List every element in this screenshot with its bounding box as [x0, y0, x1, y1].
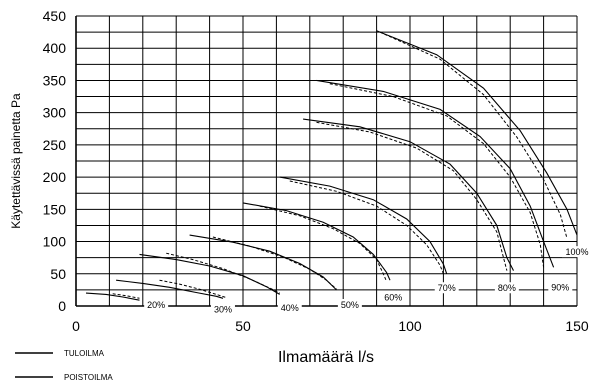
percent-label-20: 20% — [147, 300, 165, 310]
percent-label-bg — [494, 282, 519, 294]
legend: TULOILMA POISTOILMA — [15, 349, 113, 382]
exhaust-curve-30 — [159, 279, 227, 299]
percent-label-bg — [548, 281, 573, 293]
percent-label-50: 50% — [341, 300, 359, 310]
y-tick-label: 450 — [43, 8, 67, 24]
x-tick-label: 150 — [565, 318, 589, 334]
supply-curve-80 — [303, 118, 514, 271]
x-tick-label: 50 — [235, 318, 251, 334]
y-tick-label: 0 — [58, 298, 66, 314]
percent-label-bg — [562, 246, 592, 258]
percent-label-70: 70% — [438, 283, 456, 293]
y-tick-label: 300 — [43, 105, 67, 121]
supply-curve-60 — [242, 202, 391, 281]
supply-curve-70 — [279, 176, 448, 274]
percent-label-100: 100% — [565, 247, 588, 257]
percent-label-bg — [434, 282, 459, 294]
y-tick-label: 50 — [50, 266, 66, 282]
y-tick-label: 350 — [43, 72, 67, 88]
y-tick-label: 250 — [43, 137, 67, 153]
x-axis-title: Ilmamäärä l/s — [278, 349, 374, 366]
exhaust-curve-80 — [316, 121, 508, 271]
percent-label-90: 90% — [551, 283, 569, 293]
exhaust-curve-60 — [259, 205, 388, 282]
x-tick-label: 100 — [398, 318, 422, 334]
percent-label-bg — [337, 299, 362, 310]
exhaust-curve-100 — [379, 31, 568, 239]
y-tick-label: 400 — [43, 40, 67, 56]
percent-label-bg — [381, 291, 406, 303]
exhaust-curve-90 — [329, 83, 545, 268]
legend-exhaust-label: POISTOILMA — [64, 373, 113, 382]
x-tick-label: 0 — [72, 318, 80, 334]
supply-curve-100 — [376, 30, 578, 236]
percent-label-30: 30% — [214, 305, 232, 315]
supply-curve-30 — [116, 279, 224, 299]
y-axis-title: Käytettävissä painetta Pa — [9, 93, 23, 229]
exhaust-curve-50 — [212, 236, 337, 290]
y-tick-label: 200 — [43, 169, 67, 185]
curve-percent-labels: 20% 30% 40% 50% 60% 70% 80% 90% 100% — [144, 246, 592, 315]
performance-curves — [85, 30, 578, 301]
percent-label-bg — [210, 303, 235, 315]
exhaust-curve-70 — [289, 180, 444, 274]
grid — [76, 15, 578, 306]
percent-label-bg — [144, 299, 169, 310]
percent-label-60: 60% — [384, 292, 402, 302]
supply-curve-50 — [189, 234, 337, 291]
y-tick-label: 150 — [43, 201, 67, 217]
supply-curve-40 — [139, 253, 280, 295]
exhaust-curve-20 — [112, 293, 140, 299]
percent-label-80: 80% — [498, 283, 516, 293]
supply-curve-20 — [85, 292, 140, 301]
y-tick-label: 100 — [43, 234, 67, 250]
y-tick-labels: 0 50 100 150 200 250 300 350 400 450 — [43, 8, 67, 314]
percent-label-40: 40% — [281, 303, 299, 313]
legend-supply-label: TULOILMA — [64, 349, 105, 358]
x-tick-labels: 0 50 100 150 — [72, 318, 589, 334]
percent-label-bg — [277, 302, 302, 314]
supply-curve-90 — [316, 79, 555, 268]
exhaust-curve-40 — [166, 252, 280, 294]
